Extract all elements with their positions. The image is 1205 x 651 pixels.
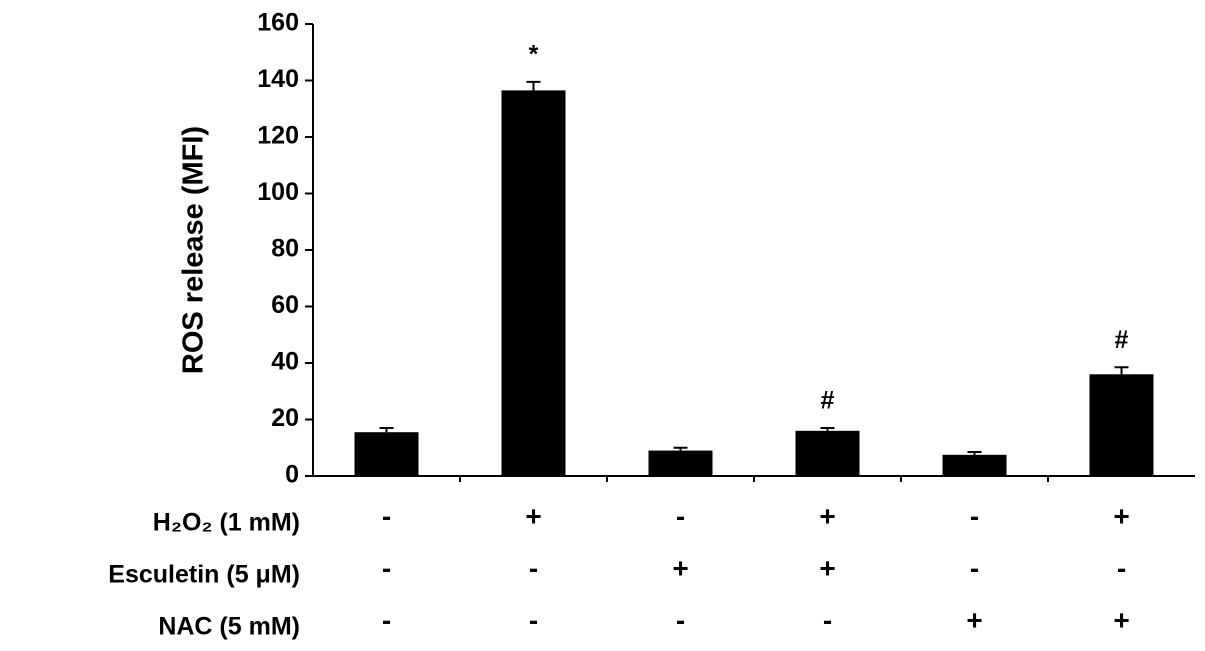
error-bar [1114, 366, 1129, 375]
y-tick-label: 40 [271, 348, 299, 376]
error-bar [820, 426, 835, 431]
y-axis-label: ROS release (MFI) [178, 126, 210, 374]
treatment-sign: + [1113, 500, 1129, 531]
error-bar [673, 446, 688, 451]
y-tick-label: 120 [257, 122, 299, 150]
y-tick-label: 140 [257, 65, 299, 93]
y-tick-label: 20 [271, 404, 299, 432]
y-tick-label: 60 [271, 291, 299, 319]
treatment-sign: - [970, 552, 979, 583]
bar [1089, 374, 1154, 476]
treatment-sign: + [819, 500, 835, 531]
treatment-sign: - [382, 500, 391, 531]
treatment-sign: - [529, 552, 538, 583]
treatment-sign: + [966, 604, 982, 635]
error-bar [379, 426, 394, 433]
treatment-sign: - [970, 500, 979, 531]
bar [648, 450, 713, 476]
error-bar [967, 450, 982, 455]
treatment-sign: - [823, 604, 832, 635]
treatment-label: Esculetin (5 μM) [108, 561, 300, 589]
y-tick-label: 0 [285, 461, 299, 489]
bar [354, 432, 419, 476]
bar [942, 454, 1007, 476]
treatment-sign: - [382, 552, 391, 583]
error-bar [526, 80, 541, 91]
bar [795, 430, 860, 476]
treatment-sign: - [676, 500, 685, 531]
y-tick-label: 160 [257, 9, 299, 37]
treatment-sign: - [676, 604, 685, 635]
treatment-sign: - [382, 604, 391, 635]
treatment-sign: - [529, 604, 538, 635]
treatment-label: H₂O₂ (1 mM) [153, 509, 300, 537]
treatment-sign: + [525, 500, 541, 531]
y-tick-label: 80 [271, 235, 299, 263]
bar [501, 90, 566, 476]
significance-mark: # [821, 387, 835, 415]
treatment-label: NAC (5 mM) [158, 613, 300, 641]
significance-mark: * [529, 41, 539, 69]
treatment-sign: + [1113, 604, 1129, 635]
significance-mark: # [1115, 326, 1129, 354]
treatment-sign: + [819, 552, 835, 583]
treatment-sign: - [1117, 552, 1126, 583]
y-tick-label: 100 [257, 178, 299, 206]
treatment-sign: + [672, 552, 688, 583]
